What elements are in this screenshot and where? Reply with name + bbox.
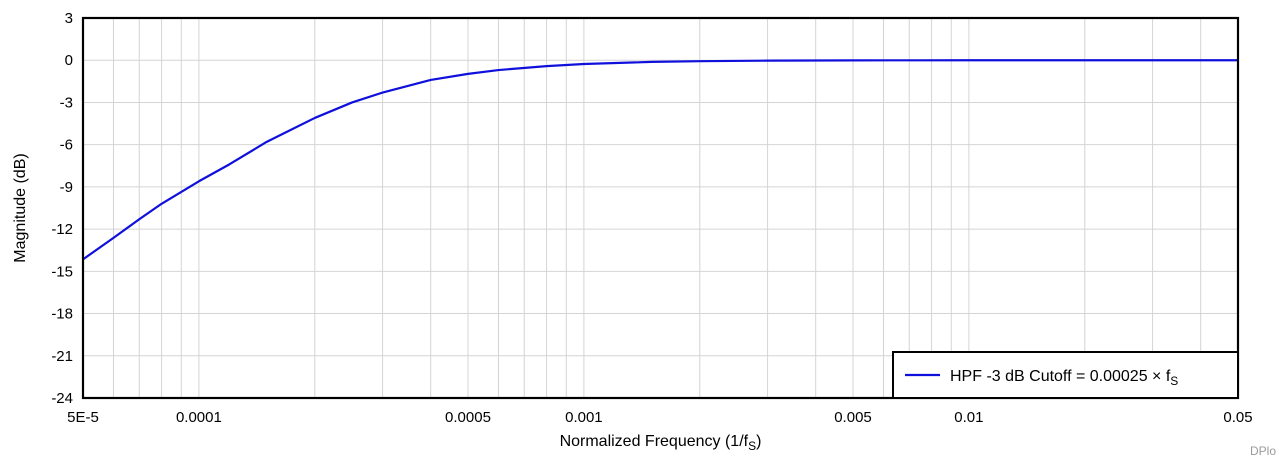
y-tick-label: -24 <box>51 390 73 407</box>
y-axis-ticks: 3 0 -3 -6 -9 -12 -15 -18 -21 -24 <box>51 10 73 407</box>
x-tick-label: 0.005 <box>834 409 872 426</box>
plot-series <box>82 59 1239 261</box>
series-line <box>82 59 1239 261</box>
y-tick-label: 0 <box>65 52 73 69</box>
x-tick-label: 0.001 <box>565 409 603 426</box>
minor-grid <box>82 18 1239 398</box>
y-tick-label: -3 <box>60 94 73 111</box>
x-tick-label: 5E-5 <box>67 409 99 426</box>
x-tick-label: 0.0005 <box>445 409 491 426</box>
legend: HPF -3 dB Cutoff = 0.00025 × fS <box>892 351 1239 399</box>
y-axis-title: Magnitude (dB) <box>12 153 29 262</box>
legend-label: HPF -3 dB Cutoff = 0.00025 × fS <box>950 368 1178 388</box>
x-tick-label: 0.05 <box>1223 409 1252 426</box>
x-tick-label: 0.01 <box>954 409 983 426</box>
y-tick-label: -12 <box>51 221 73 238</box>
plot-frame <box>81 16 1240 400</box>
legend-box <box>892 351 1239 399</box>
watermark-text: DPlo <box>1250 444 1276 458</box>
x-axis-ticks: 5E-5 0.0001 0.0005 0.001 0.005 0.01 0.05 <box>67 409 1252 426</box>
x-tick-label: 0.0001 <box>176 409 222 426</box>
major-grid <box>83 17 1238 399</box>
y-tick-label: -6 <box>60 137 73 154</box>
y-tick-label: -15 <box>51 263 73 280</box>
x-axis-title: Normalized Frequency (1/fS) <box>560 433 762 453</box>
x-axis-title-subscript: S <box>748 439 756 453</box>
legend-label-subscript: S <box>1170 374 1178 388</box>
y-tick-label: -9 <box>60 179 73 196</box>
y-tick-label: -18 <box>51 306 73 323</box>
y-tick-label: 3 <box>65 10 73 27</box>
y-tick-label: -21 <box>51 348 73 365</box>
